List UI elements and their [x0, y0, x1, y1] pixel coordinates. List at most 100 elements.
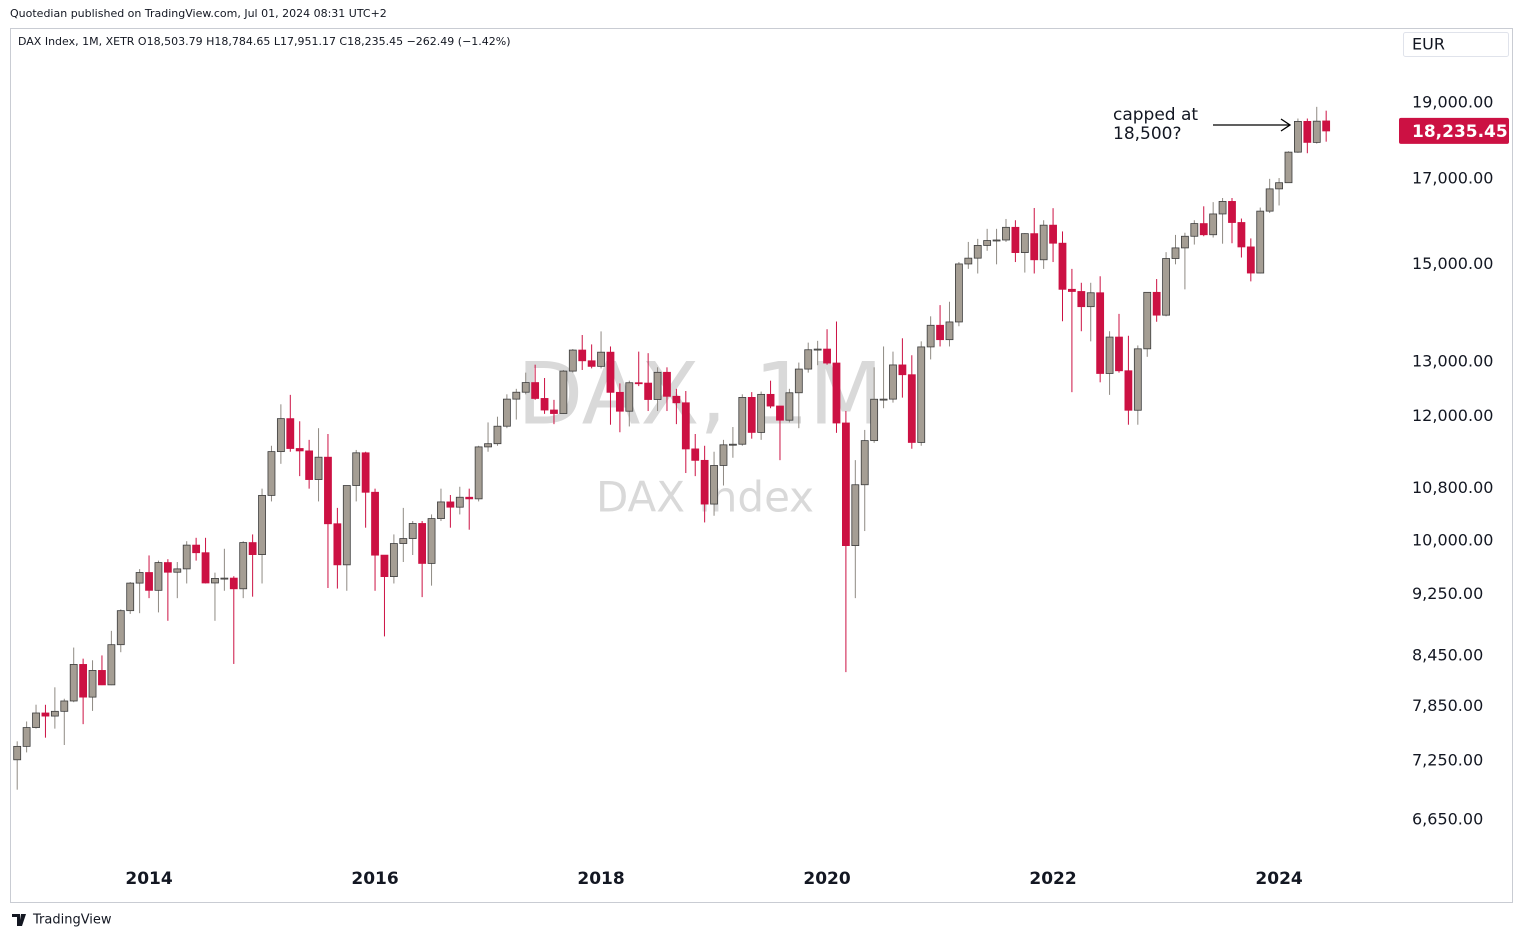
candle-body	[1171, 247, 1180, 259]
candle-body	[116, 610, 125, 646]
candle-body	[870, 398, 879, 442]
candle-body	[1312, 120, 1321, 143]
candle-body	[1322, 120, 1331, 132]
candle-body	[945, 321, 954, 341]
candle-body	[1209, 213, 1218, 236]
candle-body	[992, 239, 1001, 242]
y-tick-label: 15,000.00	[1412, 254, 1493, 273]
candle-body	[879, 398, 888, 401]
y-tick-label: 19,000.00	[1412, 92, 1493, 111]
candle-body	[578, 349, 587, 362]
x-tick-label: 2014	[125, 869, 172, 889]
candle-body	[135, 572, 144, 584]
x-tick-label: 2018	[577, 869, 624, 889]
candle-body	[342, 485, 351, 566]
candle-body	[173, 568, 182, 573]
candle-body	[738, 397, 747, 445]
candle-body	[333, 523, 342, 566]
currency-box[interactable]	[1403, 32, 1509, 57]
candle-body	[559, 370, 568, 414]
candle-body	[1077, 291, 1086, 308]
candle-body	[1011, 226, 1020, 253]
candle-body	[1303, 120, 1312, 143]
y-tick-label: 13,000.00	[1412, 352, 1493, 371]
candle-body	[69, 664, 78, 702]
candle-body	[248, 542, 257, 555]
candle-body	[474, 446, 483, 500]
candle-body	[1246, 246, 1255, 274]
watermark: DAX, 1M	[517, 344, 883, 444]
candle-body	[1049, 224, 1057, 244]
candle-body	[964, 257, 973, 265]
candle-body	[239, 542, 248, 590]
candle-body	[615, 391, 624, 412]
candle-body	[502, 398, 511, 427]
candle-body	[1190, 223, 1199, 237]
candle-body	[1294, 120, 1302, 153]
candle-body	[446, 501, 455, 508]
candle-body	[79, 664, 88, 698]
candle-body	[220, 577, 229, 580]
candle-body	[182, 544, 191, 570]
candle-body	[41, 712, 50, 717]
candle-body	[389, 543, 398, 578]
y-tick-label: 10,000.00	[1412, 531, 1493, 550]
candle-body	[597, 351, 605, 367]
candle-body	[898, 364, 907, 376]
y-tick-label: 17,000.00	[1412, 168, 1493, 187]
candle-body	[907, 374, 916, 443]
candle-body	[1143, 291, 1152, 350]
candle-body	[606, 351, 615, 393]
candle-body	[955, 263, 963, 323]
candle-body	[352, 452, 361, 486]
candle-body	[276, 418, 285, 453]
candle-body	[747, 397, 756, 433]
candle-body	[823, 348, 831, 364]
candle-body	[1275, 182, 1283, 190]
candle-body	[700, 459, 709, 505]
candle-body	[1237, 222, 1246, 248]
candle-body	[229, 577, 238, 590]
candle-body	[211, 578, 219, 584]
candle-body	[305, 450, 314, 480]
candle-body	[889, 364, 897, 400]
candle-body	[50, 710, 59, 717]
candle-body	[983, 240, 992, 246]
candle-body	[1228, 201, 1236, 223]
candle-body	[60, 700, 69, 712]
candle-body	[625, 382, 634, 412]
candle-body	[973, 245, 982, 259]
candle-body	[13, 745, 22, 761]
candle-body	[1284, 151, 1293, 184]
candle-body	[1256, 210, 1265, 274]
candle-body	[361, 452, 370, 493]
candle-body	[804, 349, 813, 370]
candle-body	[267, 451, 276, 496]
candle-body	[785, 392, 794, 421]
candle-body	[757, 393, 766, 433]
currency[interactable]: EUR	[1412, 35, 1445, 54]
candle-body	[1218, 201, 1227, 215]
candle-body	[295, 448, 304, 452]
y-tick-label: 7,850.00	[1412, 696, 1483, 715]
candle-body	[465, 496, 474, 500]
candle-body	[926, 324, 935, 348]
candle-body	[663, 371, 671, 397]
header: DAX Index, 1M, XETR O18,503.79 H18,784.6…	[18, 35, 511, 48]
candle-body	[22, 727, 31, 747]
candle-body	[634, 382, 643, 385]
y-tick-label: 10,800.00	[1412, 478, 1493, 497]
candle-body	[1086, 292, 1095, 308]
candle-body	[32, 712, 40, 728]
candle-body	[1124, 370, 1133, 411]
candle-body	[917, 346, 926, 443]
candle-body	[408, 523, 417, 539]
candle-body	[1199, 223, 1208, 236]
candle-body	[98, 670, 106, 686]
candle-body	[860, 440, 869, 486]
candle-body	[531, 382, 540, 399]
attribution: Quotedian published on TradingView.com, …	[10, 7, 387, 20]
y-tick-label: 6,650.00	[1412, 809, 1483, 828]
